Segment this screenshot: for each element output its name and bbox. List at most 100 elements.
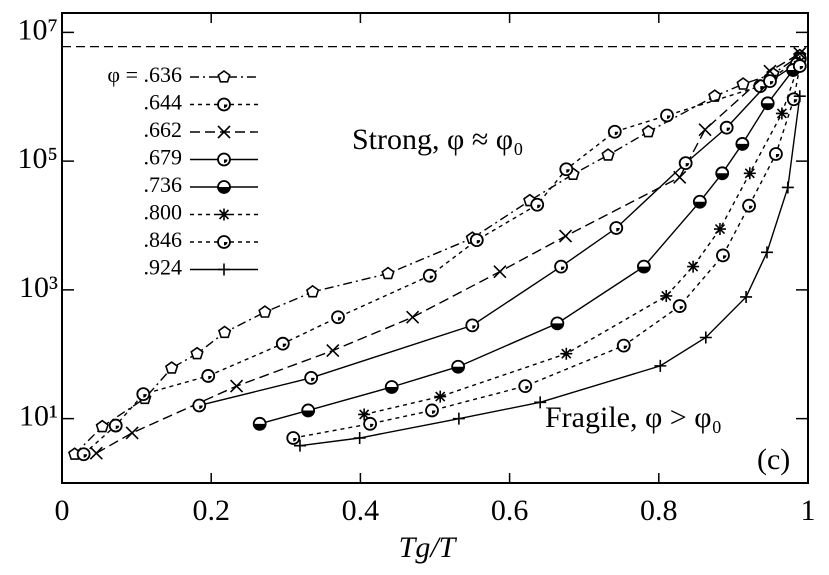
- marker: [218, 208, 230, 221]
- marker: [641, 124, 656, 138]
- marker-dot: [537, 204, 541, 209]
- marker: [217, 70, 231, 83]
- marker: [793, 90, 806, 103]
- marker-dot: [722, 255, 727, 259]
- marker: [742, 198, 756, 213]
- marker-dot: [208, 375, 212, 380]
- marker: [786, 92, 801, 107]
- marker-dot: [614, 131, 619, 136]
- marker: [326, 344, 340, 358]
- marker-dot: [793, 99, 798, 103]
- x-tick-label: 0.4: [342, 494, 380, 527]
- marker: [286, 431, 301, 445]
- x-tick-label: 0: [55, 494, 70, 527]
- marker: [422, 268, 437, 283]
- marker-fill: [253, 423, 266, 430]
- legend-label: .679: [144, 145, 183, 170]
- marker-dot: [472, 325, 476, 329]
- marker: [609, 221, 624, 235]
- marker-fill: [302, 410, 315, 417]
- marker: [716, 248, 730, 263]
- marker: [275, 336, 290, 351]
- marker: [217, 235, 231, 249]
- marker: [735, 137, 750, 151]
- marker-dot: [338, 317, 342, 321]
- marker: [353, 432, 366, 445]
- marker: [306, 284, 320, 298]
- x-tick-label: 1: [801, 494, 816, 527]
- x-axis-label: Tg/T: [399, 531, 458, 564]
- marker: [384, 380, 399, 394]
- annotation: (c): [757, 443, 790, 476]
- marker: [560, 347, 573, 360]
- marker: [493, 265, 507, 279]
- marker: [715, 166, 730, 181]
- marker: [713, 223, 726, 236]
- marker: [660, 289, 673, 302]
- marker: [559, 162, 574, 177]
- x-tick-label: 0.6: [491, 494, 529, 527]
- marker-dot: [775, 154, 780, 158]
- marker: [452, 412, 465, 425]
- legend-label: .924: [144, 255, 183, 280]
- marker: [190, 346, 204, 360]
- legend-label: .800: [144, 200, 183, 225]
- marker: [89, 446, 103, 460]
- marker: [258, 305, 272, 318]
- marker: [760, 246, 773, 259]
- marker-dot: [679, 306, 684, 310]
- marker: [654, 359, 667, 372]
- marker: [363, 416, 377, 431]
- marker-dot: [370, 423, 374, 428]
- marker: [558, 229, 573, 243]
- plot-frame: [61, 12, 809, 484]
- marker: [229, 379, 244, 393]
- legend-label: .736: [144, 172, 183, 197]
- legend-label: φ = .636: [107, 62, 182, 87]
- marker: [698, 123, 712, 137]
- marker: [218, 263, 230, 276]
- marker-fill: [452, 366, 465, 373]
- marker-dot: [224, 242, 228, 246]
- marker-dot: [760, 86, 764, 90]
- marker: [763, 64, 777, 78]
- marker: [740, 290, 753, 303]
- marker: [760, 96, 775, 111]
- marker: [217, 180, 231, 194]
- marker: [736, 77, 750, 90]
- marker: [554, 259, 568, 274]
- annotation: Strong, φ ≈ φ₀: [352, 123, 524, 156]
- y-tick-label: 10⁷: [18, 13, 58, 46]
- legend-label: .846: [144, 227, 183, 252]
- marker: [699, 331, 712, 344]
- marker: [518, 379, 533, 394]
- marker-fill: [637, 266, 650, 273]
- marker-dot: [667, 115, 671, 119]
- series-line: [293, 65, 801, 439]
- marker-ring: [719, 120, 734, 135]
- marker: [708, 89, 722, 102]
- y-tick-label: 10³: [19, 271, 58, 304]
- series-line: [199, 63, 798, 407]
- marker: [331, 310, 345, 325]
- marker-dot: [282, 343, 287, 348]
- marker: [217, 125, 231, 139]
- marker: [687, 260, 700, 273]
- marker: [217, 97, 231, 112]
- marker: [469, 233, 484, 248]
- marker: [358, 408, 371, 421]
- marker-dot: [623, 345, 628, 350]
- legend: φ = .636 .644.662 .679.736 .800.846 .924: [107, 62, 258, 280]
- marker-fill: [385, 386, 398, 393]
- marker-dot: [726, 127, 731, 132]
- marker: [425, 403, 439, 418]
- marker: [465, 318, 480, 333]
- marker-fill: [716, 173, 729, 180]
- x-tick-label: 0.2: [192, 494, 230, 527]
- marker: [534, 396, 547, 409]
- legend-label: .644: [144, 90, 183, 115]
- marker: [95, 419, 109, 433]
- marker: [636, 259, 651, 274]
- x-tick-label: 0.8: [640, 494, 678, 527]
